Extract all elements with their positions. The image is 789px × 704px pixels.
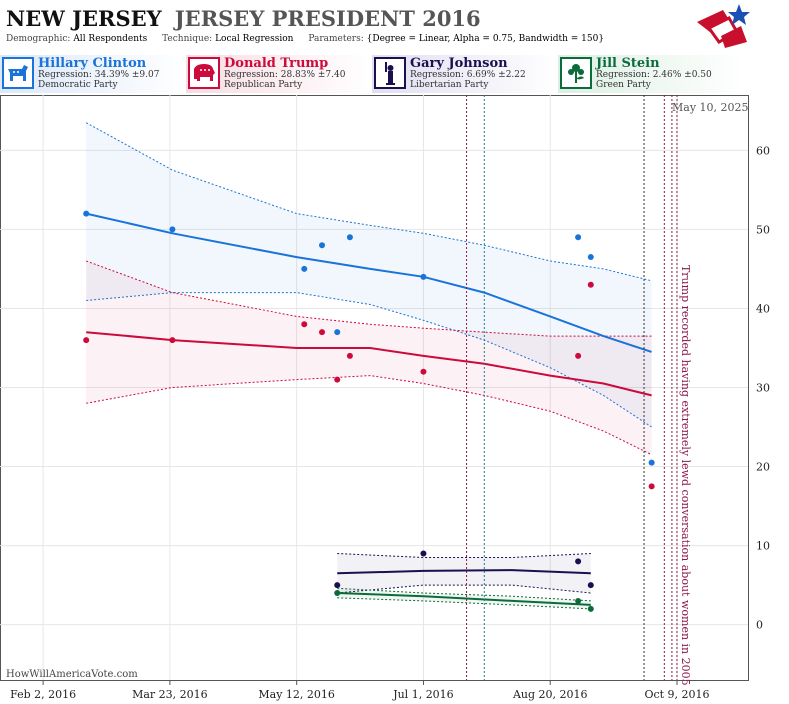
poll-point: [319, 242, 326, 249]
upper-bound-line: [85, 122, 652, 282]
event-annotation: Trump recorded having extremely lewd con…: [679, 265, 692, 686]
candidate-regression: Regression: 34.39% ±9.07: [38, 70, 160, 80]
candidate-regression: Regression: 6.69% ±2.22: [410, 70, 526, 80]
poll-point: [648, 459, 655, 466]
y-tick-label: 20: [756, 461, 770, 474]
candidate-regression: Regression: 2.46% ±0.50: [596, 70, 712, 80]
x-tick-label: Aug 20, 2016: [512, 688, 588, 701]
poll-point: [420, 273, 427, 280]
candidate-legend: Hillary Clinton Regression: 34.39% ±9.07…: [0, 55, 789, 93]
regression-line: [337, 592, 591, 606]
poll-point: [648, 483, 655, 490]
poll-point: [301, 321, 308, 328]
candidate-name: Gary Johnson: [410, 56, 508, 71]
poll-point: [587, 582, 594, 589]
poll-point: [587, 254, 594, 261]
param-key: Technique:: [162, 34, 213, 44]
poll-point: [334, 376, 341, 383]
flower-icon: [560, 57, 592, 89]
param-key: Parameters:: [308, 34, 364, 44]
liberty-icon: [374, 57, 406, 89]
legend-johnson[interactable]: Gary Johnson Regression: 6.69% ±2.22 Lib…: [372, 55, 558, 93]
x-tick-label: May 12, 2016: [258, 688, 335, 701]
poll-point: [420, 550, 427, 557]
poll-point: [334, 329, 341, 336]
candidate-party: Democratic Party: [38, 80, 118, 90]
poll-point: [575, 558, 582, 565]
y-tick-label: 10: [756, 540, 770, 553]
poll-point: [334, 582, 341, 589]
poll-point: [83, 337, 90, 344]
poll-point: [319, 329, 326, 336]
parameters-line: Demographic: All Respondents Technique: …: [6, 34, 616, 44]
lower-bound-line: [86, 292, 652, 428]
candidate-name: Jill Stein: [596, 56, 660, 71]
poll-point: [575, 597, 582, 604]
confidence-band: [337, 553, 591, 593]
y-tick-label: 0: [756, 619, 763, 632]
param-key: Demographic:: [6, 34, 71, 44]
star-logo-icon[interactable]: [695, 2, 753, 50]
poll-point: [575, 234, 582, 241]
poll-point: [83, 210, 90, 217]
candidate-name: Hillary Clinton: [38, 56, 147, 71]
page-title: NEW JERSEY JERSEY PRESIDENT 2016: [6, 6, 481, 34]
race-title: JERSEY PRESIDENT 2016: [174, 6, 481, 31]
candidate-regression: Regression: 28.83% ±7.40: [224, 70, 346, 80]
x-tick-label: Mar 23, 2016: [132, 688, 208, 701]
legend-stein[interactable]: Jill Stein Regression: 2.46% ±0.50 Green…: [558, 55, 744, 93]
param-value: {Degree = Linear, Alpha = 0.75, Bandwidt…: [366, 34, 605, 44]
regression-line: [337, 569, 591, 575]
state-title: NEW JERSEY: [6, 6, 162, 31]
y-tick-label: 40: [756, 302, 770, 315]
y-tick-label: 50: [756, 223, 770, 236]
poll-point: [587, 281, 594, 288]
legend-clinton[interactable]: Hillary Clinton Regression: 34.39% ±9.07…: [0, 55, 186, 93]
upper-bound-line: [86, 260, 652, 337]
candidate-name: Donald Trump: [224, 56, 329, 71]
confidence-band: [86, 261, 652, 455]
x-tick-label: Oct 9, 2016: [644, 688, 709, 701]
regression-line: [86, 331, 652, 397]
watermark: HowWillAmericaVote.com: [6, 669, 138, 680]
poll-point: [334, 590, 341, 597]
donkey-icon: [2, 57, 34, 89]
date-stamp: May 10, 2025: [672, 101, 749, 114]
legend-trump[interactable]: Donald Trump Regression: 28.83% ±7.40 Re…: [186, 55, 372, 93]
candidate-party: Green Party: [596, 80, 651, 90]
candidate-party: Libertarian Party: [410, 80, 489, 90]
lower-bound-line: [86, 375, 652, 456]
y-tick-label: 60: [756, 144, 770, 157]
poll-point: [346, 352, 353, 359]
poll-point: [301, 265, 308, 272]
poll-point: [587, 605, 594, 612]
poll-point: [169, 337, 176, 344]
elephant-icon: [188, 57, 220, 89]
param-value: Local Regression: [215, 34, 294, 44]
x-tick-label: Jul 1, 2016: [392, 688, 454, 701]
poll-point: [346, 234, 353, 241]
poll-point: [169, 226, 176, 233]
x-tick-label: Feb 2, 2016: [10, 688, 76, 701]
poll-point: [575, 352, 582, 359]
y-tick-label: 30: [756, 382, 770, 395]
param-value: All Respondents: [73, 34, 148, 44]
candidate-party: Republican Party: [224, 80, 303, 90]
poll-point: [420, 368, 427, 375]
